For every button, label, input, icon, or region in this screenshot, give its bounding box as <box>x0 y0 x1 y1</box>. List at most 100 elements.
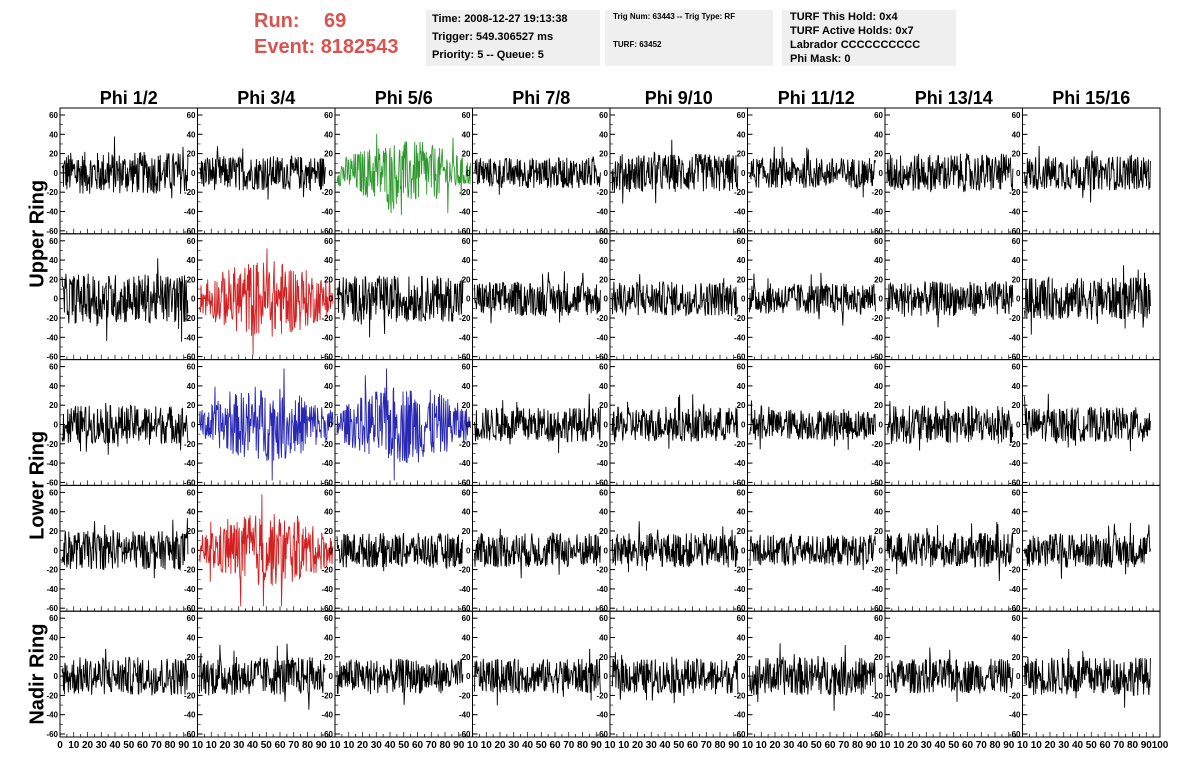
y-tick-label: 20 <box>187 275 196 284</box>
x-tick-label: 40 <box>659 740 671 751</box>
waveform-panel: -60 -40 -20 0 20 40 60 <box>596 233 748 362</box>
y-tick-label: 20 <box>462 653 471 662</box>
y-tick-label: 60 <box>187 111 196 120</box>
x-tick-label: 70 <box>563 740 575 751</box>
x-tick-label: 40 <box>934 740 946 751</box>
x-tick-label: 10 <box>618 740 630 751</box>
y-tick-label: 20 <box>737 401 746 410</box>
y-tick-label: 0 <box>466 546 471 555</box>
y-tick-label: -20 <box>734 440 746 449</box>
y-tick-label: 40 <box>49 256 58 265</box>
y-tick-label: 0 <box>466 421 471 430</box>
x-tick-label: 70 <box>838 740 850 751</box>
waveform-trace <box>611 521 739 573</box>
y-tick-label: 60 <box>324 237 333 246</box>
y-tick-label: 0 <box>54 169 59 178</box>
y-tick-label: 40 <box>737 508 746 517</box>
y-tick-label: -40 <box>596 333 608 342</box>
y-tick-label: -40 <box>1009 459 1021 468</box>
y-tick-label: -60 <box>184 353 196 362</box>
y-tick-label: 20 <box>874 527 883 536</box>
y-tick-label: 0 <box>741 672 746 681</box>
waveform-trace <box>886 281 1014 328</box>
y-tick-label: -40 <box>46 585 58 594</box>
x-tick-label: 100 <box>1152 740 1169 751</box>
y-tick-label: 60 <box>462 237 471 246</box>
y-tick-label: -40 <box>596 711 608 720</box>
y-tick-label: 0 <box>329 546 334 555</box>
x-tick-label: 30 <box>783 740 795 751</box>
y-tick-label: -40 <box>321 711 333 720</box>
waveform-trace <box>61 518 189 579</box>
y-tick-label: 0 <box>604 546 609 555</box>
y-tick-label: -40 <box>871 208 883 217</box>
y-tick-label: -60 <box>734 227 746 236</box>
y-tick-label: -60 <box>459 604 471 613</box>
waveform-trace <box>749 272 876 326</box>
y-tick-label: 0 <box>466 295 471 304</box>
y-tick-label: 20 <box>737 653 746 662</box>
y-tick-label: -40 <box>321 208 333 217</box>
y-tick-label: 60 <box>1012 111 1021 120</box>
y-tick-label: -40 <box>46 711 58 720</box>
y-tick-label: 0 <box>54 421 59 430</box>
y-tick-label: -60 <box>321 604 333 613</box>
y-tick-label: -60 <box>184 604 196 613</box>
waveform-trace <box>336 275 464 338</box>
y-tick-label: -40 <box>734 459 746 468</box>
x-tick-label: 10 <box>467 740 479 751</box>
y-tick-label: 20 <box>737 150 746 159</box>
y-tick-label: -40 <box>596 208 608 217</box>
y-tick-label: -20 <box>459 188 471 197</box>
waveform-panel: -60 -40 -20 0 20 40 60 <box>596 484 748 613</box>
y-tick-label: 0 <box>466 169 471 178</box>
y-tick-label: 60 <box>1012 237 1021 246</box>
x-tick-label: 30 <box>233 740 245 751</box>
y-tick-label: 20 <box>187 527 196 536</box>
y-tick-label: 40 <box>874 508 883 517</box>
y-tick-label: -60 <box>596 730 608 739</box>
column-label: Phi 9/10 <box>645 88 713 108</box>
y-tick-label: -60 <box>1009 730 1021 739</box>
x-tick-label: 60 <box>687 740 699 751</box>
y-tick-label: 20 <box>737 527 746 536</box>
x-tick-label: 10 <box>1017 740 1029 751</box>
waveform-trace <box>474 648 601 706</box>
y-tick-label: 20 <box>874 653 883 662</box>
y-tick-label: -60 <box>459 353 471 362</box>
x-tick-label: 50 <box>811 740 823 751</box>
y-tick-label: 20 <box>874 150 883 159</box>
y-tick-label: -60 <box>184 227 196 236</box>
y-tick-label: 0 <box>1016 546 1021 555</box>
y-tick-label: -20 <box>46 314 58 323</box>
y-tick-label: 0 <box>879 295 884 304</box>
y-tick-label: 60 <box>737 363 746 372</box>
y-tick-label: 40 <box>49 382 58 391</box>
event-value: 8182543 <box>320 36 399 58</box>
phi-mask-text: Phi Mask: 0 <box>790 53 851 65</box>
y-tick-label: -60 <box>321 227 333 236</box>
y-tick-label: 40 <box>324 508 333 517</box>
waveform-panel: -60 -40 -20 0 20 40 60 <box>596 107 748 236</box>
y-tick-label: 60 <box>599 488 608 497</box>
y-tick-label: 0 <box>191 546 196 555</box>
y-tick-label: 60 <box>49 111 58 120</box>
y-tick-label: -20 <box>734 314 746 323</box>
y-tick-label: -40 <box>734 711 746 720</box>
y-tick-label: 20 <box>599 150 608 159</box>
y-tick-label: -60 <box>46 478 58 487</box>
waveform-panel: -60 -40 -20 0 20 40 60 <box>46 233 198 362</box>
x-tick-label: 60 <box>412 740 424 751</box>
waveform-panel: -60 -40 -20 0 20 40 60 <box>734 107 886 236</box>
waveform-panel: -60 -40 -20 0 20 40 60 <box>46 484 198 613</box>
y-tick-label: -60 <box>46 730 58 739</box>
x-tick-label: 30 <box>96 740 108 751</box>
turf-info-box: TURF This Hold: 0x4 TURF Active Holds: 0… <box>782 10 956 66</box>
y-tick-label: 0 <box>741 169 746 178</box>
y-tick-label: -20 <box>596 314 608 323</box>
y-tick-label: 0 <box>879 169 884 178</box>
y-tick-label: -20 <box>871 440 883 449</box>
x-tick-label: 90 <box>866 740 878 751</box>
y-tick-label: 0 <box>54 546 59 555</box>
y-tick-label: -40 <box>1009 585 1021 594</box>
